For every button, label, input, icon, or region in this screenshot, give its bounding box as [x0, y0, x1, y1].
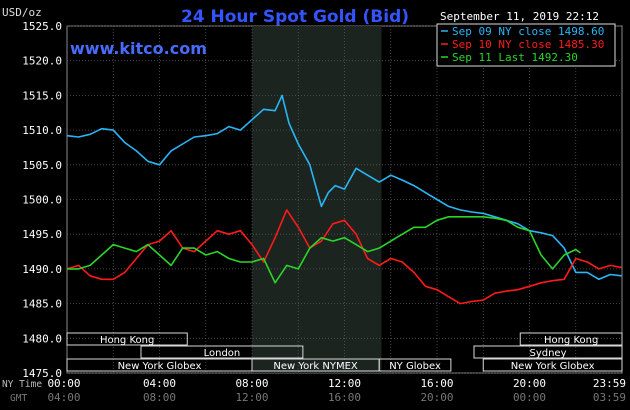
y-tick-label: 1510.0 — [22, 124, 62, 137]
x-tick-gmt: 16:00 — [328, 391, 361, 404]
x-tick-gmt: 04:00 — [47, 391, 80, 404]
y-tick-label: 1485.0 — [22, 298, 62, 311]
y-tick-label: 1495.0 — [22, 228, 62, 241]
legend-box: September 11, 2019 22:12 Sep 09 NY close… — [436, 10, 616, 67]
legend-frame — [436, 23, 616, 67]
x-tick-ny: 00:00 — [47, 377, 80, 390]
legend-label: Sep 11 Last 1492.30 — [452, 51, 578, 64]
session-label: New York Globex — [118, 361, 202, 372]
session-box — [66, 332, 188, 346]
series-line-sep-09 — [66, 94, 622, 281]
session-label: New York Globex — [511, 361, 595, 372]
session-box — [473, 345, 623, 359]
session-label: New York NYMEX — [273, 361, 358, 372]
y-tick-label: 1525.0 — [22, 20, 62, 33]
watermark: www.kitco.com — [70, 39, 207, 58]
x-tick-gmt: 20:00 — [420, 391, 453, 404]
session-box — [140, 345, 304, 359]
x-tick-ny: 23:59 — [593, 377, 626, 390]
x-tick-gmt: 03:59 — [593, 391, 626, 404]
y-tick-label: 1490.0 — [22, 263, 62, 276]
x-tick-ny: 08:00 — [235, 377, 268, 390]
x-tick-ny: 16:00 — [420, 377, 453, 390]
y-tick-label: 1520.0 — [22, 55, 62, 68]
x-axis-ny-label: NY Time — [2, 379, 42, 390]
market-sessions: Hong Kong Hong Kong London Sydney New York G… — [66, 332, 623, 372]
y-tick-label: 1505.0 — [22, 159, 62, 172]
y-axis-ticks: 1525.0 1520.0 1515.0 1510.0 1505.0 1500.0 1495… — [22, 20, 62, 380]
legend-label: Sep 10 NY close 1485.30 — [452, 38, 604, 51]
x-tick-ny: 12:00 — [328, 377, 361, 390]
x-tick-gmt: 00:00 — [513, 391, 546, 404]
x-tick-gmt: 12:00 — [235, 391, 268, 404]
session-box — [482, 358, 623, 372]
y-tick-label: 1480.0 — [22, 332, 62, 345]
y-tick-label: 1515.0 — [22, 89, 62, 102]
session-label: Hong Kong — [100, 335, 154, 346]
session-label: Sydney — [529, 348, 566, 359]
legend-label: Sep 09 NY close 1498.60 — [452, 25, 604, 38]
series-lines — [66, 94, 622, 305]
x-axis-ticks: 00:00 04:00 08:00 12:00 16:00 20:00 23:5904:00… — [47, 377, 626, 404]
series-line-sep-11 — [67, 216, 581, 284]
session-label: Hong Kong — [544, 335, 598, 346]
session-box — [519, 332, 623, 346]
x-tick-ny: 04:00 — [143, 377, 176, 390]
y-tick-label: 1500.0 — [22, 194, 62, 207]
x-tick-ny: 20:00 — [513, 377, 546, 390]
chart-title: 24 Hour Spot Gold (Bid) — [181, 7, 409, 27]
x-axis-gmt-label: GMT — [10, 393, 27, 404]
y-tick-label: 1475.0 — [22, 367, 62, 380]
session-box — [378, 358, 452, 372]
x-tick-gmt: 08:00 — [143, 391, 176, 404]
timestamp: September 11, 2019 22:12 — [440, 10, 599, 23]
y-axis-unit: USD/oz — [2, 6, 42, 19]
session-label: NY Globex — [389, 361, 441, 372]
session-label: London — [204, 348, 241, 359]
series-line-sep-10 — [66, 209, 622, 305]
